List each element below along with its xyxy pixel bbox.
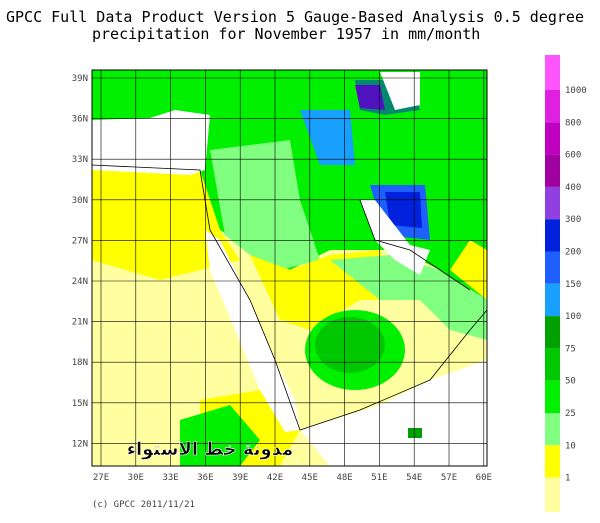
legend-swatch	[545, 413, 560, 446]
legend-label: 10	[565, 441, 576, 451]
legend-swatch	[545, 186, 560, 220]
lon-label: 54E	[406, 473, 422, 483]
lat-label: 27N	[72, 236, 88, 246]
legend-swatch	[545, 251, 560, 284]
lat-label: 15N	[72, 399, 88, 409]
lat-label: 18N	[72, 358, 88, 368]
map	[91, 69, 488, 467]
lon-label: 57E	[441, 473, 457, 483]
lon-label: 42E	[267, 473, 283, 483]
lat-label: 36N	[72, 115, 88, 125]
legend-label: 400	[565, 183, 581, 193]
legend-label: 600	[565, 151, 581, 161]
title-line: precipitation for November 1957 in mm/mo…	[92, 25, 480, 43]
legend-label: 200	[565, 248, 581, 258]
lon-label: 51E	[371, 473, 387, 483]
lat-label: 24N	[72, 277, 88, 287]
legend-swatch	[545, 348, 560, 381]
legend-swatch	[545, 380, 560, 413]
legend-label: 800	[565, 118, 581, 128]
legend-label: 300	[565, 215, 581, 225]
legend-label: 100	[565, 312, 581, 322]
watermark: مدونة خط الاستواء	[127, 439, 293, 460]
lon-label: 48E	[336, 473, 352, 483]
legend-label: 75	[565, 344, 576, 354]
legend-swatch	[545, 122, 560, 155]
lat-label: 39N	[72, 74, 88, 84]
title-line: GPCC Full Data Product Version 5 Gauge-B…	[6, 8, 584, 26]
legend-label: 1000	[565, 86, 587, 96]
legend-label: 50	[565, 377, 576, 387]
legend-label: 25	[565, 409, 576, 419]
lon-label: 27E	[93, 473, 109, 483]
legend-swatch	[545, 55, 560, 90]
legend-label: 1	[565, 474, 570, 484]
legend-swatch	[545, 477, 560, 512]
lon-label: 45E	[302, 473, 318, 483]
lat-label: 21N	[72, 318, 88, 328]
legend-swatch	[545, 154, 560, 187]
lon-label: 33E	[162, 473, 178, 483]
legend-swatch	[545, 219, 560, 252]
lat-label: 33N	[72, 155, 88, 165]
legend-swatch	[545, 283, 560, 317]
lat-label: 12N	[72, 439, 88, 449]
lon-label: 39E	[232, 473, 248, 483]
legend-swatch	[545, 445, 560, 478]
legend-swatch	[545, 316, 560, 349]
lat-label: 30N	[72, 196, 88, 206]
legend-label: 150	[565, 280, 581, 290]
lon-label: 60E	[476, 473, 492, 483]
credit: (c) GPCC 2011/11/21	[92, 500, 195, 510]
graticule	[92, 70, 487, 466]
lon-label: 36E	[197, 473, 213, 483]
lon-label: 30E	[128, 473, 144, 483]
legend-swatch	[545, 90, 560, 123]
